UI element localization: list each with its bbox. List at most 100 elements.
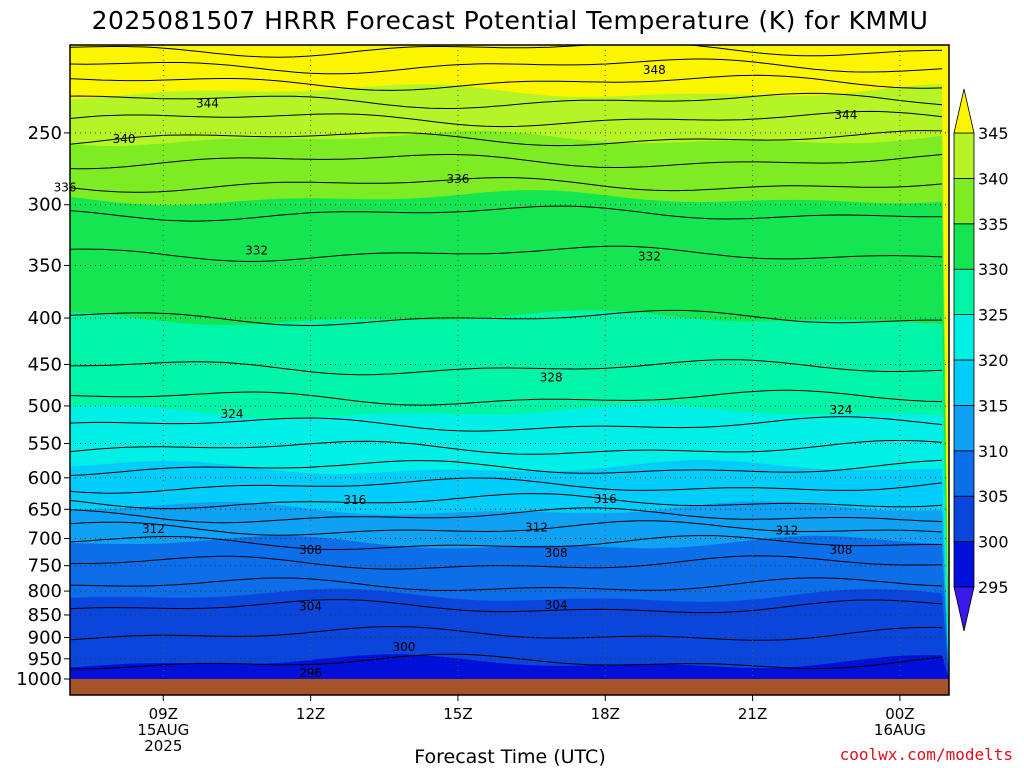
y-tick-label: 450 bbox=[28, 354, 62, 375]
contour-label-text: 344 bbox=[196, 96, 219, 110]
contour-label-text: 340 bbox=[113, 132, 136, 146]
contour-label: 308 bbox=[545, 546, 568, 560]
contour-label-text: 336 bbox=[446, 172, 469, 186]
contour-label: 312 bbox=[775, 524, 798, 538]
isentrope-line bbox=[69, 110, 943, 128]
colorbar-segment bbox=[953, 223, 975, 270]
contour-label-text: 348 bbox=[643, 63, 666, 77]
y-tick-label: 300 bbox=[28, 195, 62, 216]
colorbar-legend: 295 300 305 310 315 320 325 330 335 340 345 bbox=[953, 88, 1009, 632]
contour-label: 304 bbox=[545, 598, 568, 612]
contour-label: 312 bbox=[142, 522, 165, 536]
isentrope-line bbox=[69, 577, 943, 591]
colorbar-tick-label: 310 bbox=[978, 442, 1009, 461]
y-tick-label: 1000 bbox=[16, 669, 62, 690]
band-fill bbox=[70, 654, 949, 679]
y-tick-label: 650 bbox=[28, 499, 62, 520]
isentrope-line bbox=[70, 555, 943, 570]
colorbar-tick-label: 315 bbox=[978, 396, 1009, 415]
contour-label-text: 316 bbox=[343, 493, 366, 507]
isentrope-line bbox=[69, 205, 943, 222]
x-tick-label: 15Z bbox=[443, 705, 472, 723]
isentrope-line bbox=[69, 44, 943, 58]
colorbar-segment bbox=[953, 177, 975, 225]
x-tick-label: 18Z bbox=[591, 705, 620, 723]
x-tick-label: 21Z bbox=[738, 705, 767, 723]
colorbar-segment bbox=[953, 541, 975, 588]
contour-label: 316 bbox=[343, 493, 366, 507]
y-tick-label: 550 bbox=[28, 433, 62, 454]
isentrope-line bbox=[69, 58, 943, 75]
isentrope-line bbox=[69, 92, 943, 109]
contour-label-text: 332 bbox=[638, 249, 661, 263]
contour-label-text: 312 bbox=[142, 522, 165, 536]
contour-label-text: 308 bbox=[545, 546, 568, 560]
isentrope-line bbox=[69, 416, 943, 432]
contour-label: 344 bbox=[834, 108, 857, 122]
contour-label-text: 324 bbox=[830, 403, 853, 417]
isentrope-line bbox=[69, 130, 943, 147]
colorbar-segment bbox=[953, 404, 975, 452]
colorbar-tick-label: 335 bbox=[978, 215, 1009, 234]
contour-label-text: 332 bbox=[245, 244, 268, 258]
colorbar-tick-label: 345 bbox=[978, 124, 1009, 143]
contour-label-text: 296 bbox=[299, 666, 322, 680]
contour-label-text: 304 bbox=[545, 598, 568, 612]
colorbar-tick-label: 330 bbox=[978, 260, 1009, 279]
colorbar-arrow-bottom bbox=[953, 586, 975, 632]
isentrope-line bbox=[69, 440, 943, 455]
y-tick-label: 850 bbox=[28, 605, 62, 626]
colorbar-segment bbox=[953, 495, 975, 543]
contour-label: 336 bbox=[54, 180, 77, 194]
chart-title: 2025081507 HRRR Forecast Potential Tempe… bbox=[92, 6, 929, 35]
contour-label: 332 bbox=[638, 249, 661, 263]
isentrope-line bbox=[70, 359, 943, 376]
isentrope-line bbox=[69, 520, 943, 536]
colorbar-tick-label: 325 bbox=[978, 306, 1009, 325]
contour-label-text: 328 bbox=[540, 370, 563, 384]
contour-label: 296 bbox=[299, 666, 322, 680]
terrain-strip bbox=[70, 679, 949, 695]
colorbar-tick-label: 340 bbox=[978, 169, 1009, 188]
contour-label: 308 bbox=[299, 543, 322, 557]
x-axis: 09Z 15AUG 2025 12Z 15Z 18Z 21Z 00Z 16AUG bbox=[137, 695, 926, 755]
x-axis-label: Forecast Time (UTC) bbox=[414, 746, 605, 768]
contour-label: 348 bbox=[643, 63, 666, 77]
contour-label: 312 bbox=[525, 521, 548, 535]
contour-label: 328 bbox=[540, 370, 563, 384]
colorbar-arrow-top bbox=[953, 88, 975, 134]
isentrope-line bbox=[69, 459, 943, 476]
contour-label: 308 bbox=[830, 543, 853, 557]
contour-label-text: 324 bbox=[221, 407, 244, 421]
x-tick-label: 09Z 15AUG 2025 bbox=[137, 705, 189, 755]
y-tick-label: 800 bbox=[28, 581, 62, 602]
contour-label: 316 bbox=[594, 492, 617, 506]
colorbar-tick-label: 295 bbox=[978, 578, 1009, 597]
contour-label: 332 bbox=[245, 244, 268, 258]
colorbar-tick-label: 300 bbox=[978, 533, 1009, 552]
contour-label-text: 300 bbox=[392, 640, 415, 654]
isentrope-line bbox=[69, 493, 943, 510]
grid bbox=[70, 45, 949, 679]
contour-label: 300 bbox=[392, 640, 415, 654]
isentrope-line bbox=[69, 507, 943, 524]
y-tick-label: 400 bbox=[28, 308, 62, 329]
contour-label: 304 bbox=[299, 600, 322, 614]
contour-label-text: 316 bbox=[594, 492, 617, 506]
contour-label-text: 344 bbox=[834, 108, 857, 122]
contour-label-text: 312 bbox=[775, 524, 798, 538]
isentrope-line bbox=[69, 74, 943, 91]
colorbar-segment bbox=[953, 359, 975, 406]
colorbar-segment bbox=[953, 268, 975, 316]
contour-label: 336 bbox=[446, 172, 469, 186]
isentrope-line bbox=[69, 477, 943, 494]
y-tick-label: 350 bbox=[28, 255, 62, 276]
plot-area: 3483443443403363363323323283283243243163… bbox=[54, 44, 950, 696]
colorbar-segment bbox=[953, 132, 975, 179]
contour-label: 344 bbox=[196, 96, 219, 110]
credit-text: coolwx.com/modelts bbox=[840, 745, 1013, 764]
colorbar-tick-label: 320 bbox=[978, 351, 1009, 370]
y-tick-label: 900 bbox=[28, 627, 62, 648]
y-tick-label: 700 bbox=[28, 528, 62, 549]
